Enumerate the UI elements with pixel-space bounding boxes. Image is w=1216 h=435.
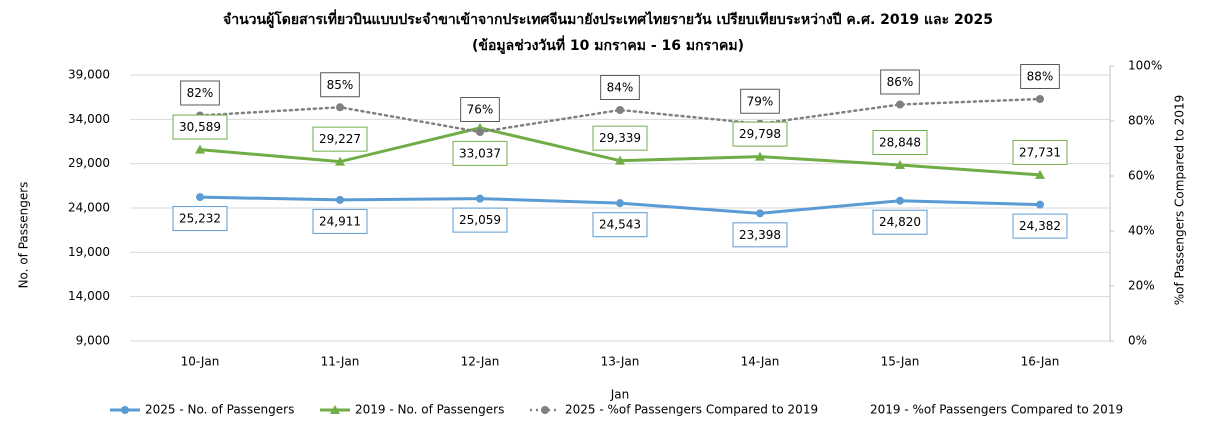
data-label: 24,911 xyxy=(319,214,361,228)
data-label: 29,798 xyxy=(739,127,781,141)
y-tick-label: 34,000 xyxy=(68,112,110,126)
data-label-box xyxy=(1012,139,1068,165)
data-point xyxy=(195,144,205,154)
x-tick-label: 14-Jan xyxy=(741,355,780,369)
x-tick-label: 10-Jan xyxy=(181,355,220,369)
x-tick-label: 16-Jan xyxy=(1021,355,1060,369)
y2-tick-label: 0% xyxy=(1128,334,1147,348)
data-label: 24,382 xyxy=(1019,219,1061,233)
data-label: 30,589 xyxy=(179,120,221,134)
data-label-box xyxy=(732,222,788,248)
data-label-box xyxy=(592,212,648,238)
data-label: 79% xyxy=(747,94,774,108)
y2-tick-label: 60% xyxy=(1128,169,1155,183)
data-point xyxy=(616,106,624,114)
data-point xyxy=(196,193,204,202)
data-label: 84% xyxy=(607,81,634,95)
legend-label: 2025 - No. of Passengers xyxy=(145,403,294,417)
data-label-box xyxy=(872,209,928,235)
data-point xyxy=(1035,169,1045,179)
data-point xyxy=(615,155,625,165)
data-label: 76% xyxy=(467,103,494,117)
data-point xyxy=(1036,200,1044,209)
y2-tick-label: 20% xyxy=(1128,279,1155,293)
y2-tick-label: 40% xyxy=(1128,224,1155,238)
x-tick-label: 12-Jan xyxy=(461,355,500,369)
data-label-box xyxy=(180,80,220,106)
x-tick-label: 13-Jan xyxy=(601,355,640,369)
data-label-box xyxy=(452,140,508,166)
y-tick-label: 9,000 xyxy=(76,334,110,348)
data-label: 28,848 xyxy=(879,136,921,150)
data-label-box xyxy=(1020,64,1060,89)
chart-subtitle: (ข้อมูลช่วงวันที่ 10 มกราคม - 16 มกราคม) xyxy=(472,35,744,54)
data-label: 33,037 xyxy=(459,146,501,160)
data-label-box xyxy=(1012,213,1068,239)
data-label: 25,059 xyxy=(459,213,501,227)
data-point xyxy=(896,196,904,205)
data-label: 86% xyxy=(887,75,914,89)
data-point xyxy=(336,103,344,112)
data-label-box xyxy=(880,69,920,95)
data-label-box xyxy=(312,126,368,152)
data-point xyxy=(476,194,484,203)
data-point xyxy=(476,128,484,136)
data-label-box xyxy=(872,130,928,156)
data-label: 23,398 xyxy=(739,228,781,242)
legend-label: 2025 - %of Passengers Compared to 2019 xyxy=(565,403,818,417)
data-label-box xyxy=(172,206,228,232)
data-point xyxy=(895,160,905,170)
y-axis-title: No. of Passengers xyxy=(17,182,31,289)
data-label-box xyxy=(600,75,640,100)
chart-title: จำนวนผู้โดยสารเที่ยวบินแบบประจำขาเข้าจาก… xyxy=(223,9,993,28)
data-label-box xyxy=(172,114,228,140)
data-label-box xyxy=(740,88,780,114)
data-label-box xyxy=(320,72,360,98)
y2-axis-title: %of Passengers Compared to 2019 xyxy=(1173,95,1187,306)
legend-marker xyxy=(121,406,129,414)
data-label-box xyxy=(312,208,368,234)
data-label: 82% xyxy=(187,86,214,100)
y-tick-label: 29,000 xyxy=(68,156,110,170)
y-tick-label: 14,000 xyxy=(68,289,110,303)
legend-marker xyxy=(541,406,549,414)
data-point xyxy=(896,100,904,109)
data-label: 25,232 xyxy=(179,212,221,226)
data-label-box xyxy=(452,207,508,233)
data-point xyxy=(335,156,345,166)
data-point xyxy=(756,209,764,218)
data-label: 24,820 xyxy=(879,215,921,229)
y-tick-label: 19,000 xyxy=(68,245,110,259)
data-point xyxy=(616,199,624,208)
data-label: 29,227 xyxy=(319,132,361,146)
data-point xyxy=(755,151,765,161)
data-label: 24,543 xyxy=(599,218,641,232)
x-tick-label: 15-Jan xyxy=(881,355,920,369)
data-label: 85% xyxy=(327,78,354,92)
legend-label: 2019 - %of Passengers Compared to 2019 xyxy=(870,403,1123,417)
y-tick-label: 39,000 xyxy=(68,68,110,82)
data-point xyxy=(336,195,344,204)
data-label-box xyxy=(460,97,500,122)
y2-tick-label: 80% xyxy=(1128,114,1155,128)
data-label: 29,339 xyxy=(599,131,641,145)
data-label-box xyxy=(592,125,648,151)
data-label: 27,731 xyxy=(1019,145,1061,159)
data-label-box xyxy=(732,121,788,147)
y-tick-label: 24,000 xyxy=(68,201,110,215)
legend-marker xyxy=(330,405,340,414)
x-tick-label: 11-Jan xyxy=(321,355,360,369)
data-point xyxy=(1036,95,1044,103)
x-axis-title: Jan xyxy=(610,388,630,402)
y2-tick-label: 100% xyxy=(1128,59,1162,73)
data-label: 88% xyxy=(1027,70,1054,84)
legend-label: 2019 - No. of Passengers xyxy=(355,403,504,417)
